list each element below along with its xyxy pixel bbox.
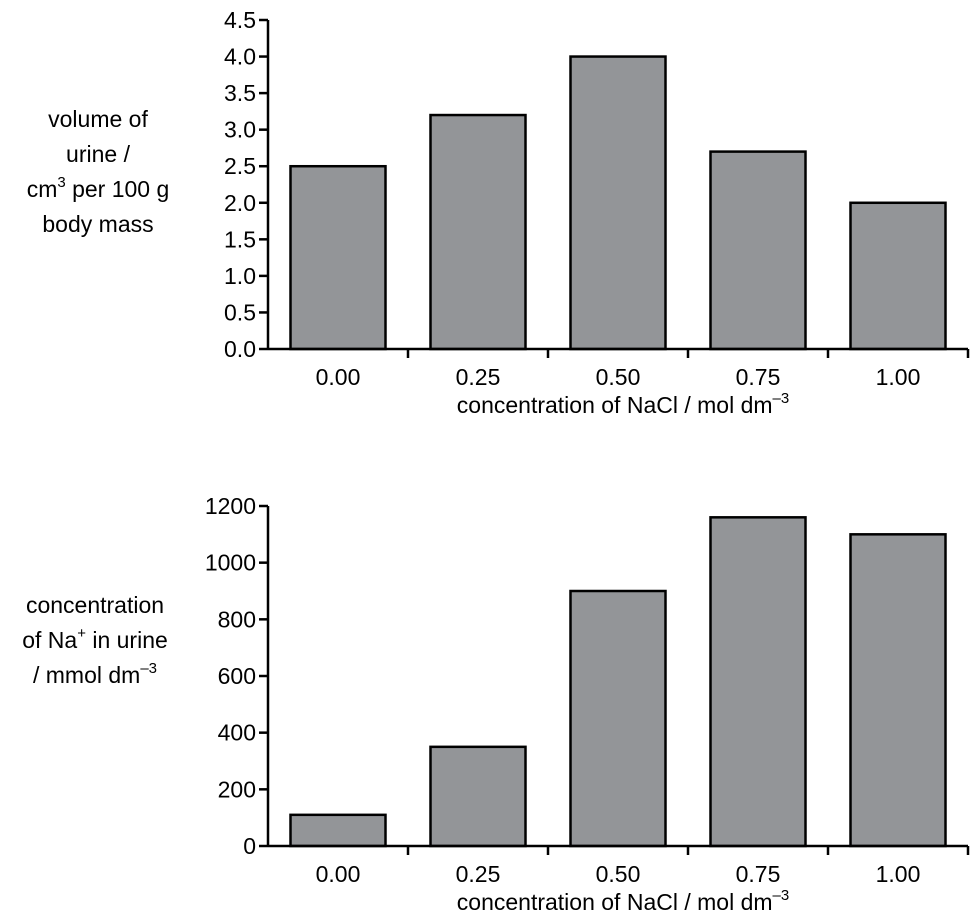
y-tick-label: 0.0 (224, 336, 256, 362)
chart2-x-axis-label: concentration of NaCl / mol dm–3 (457, 887, 789, 915)
y-tick-label: 0.5 (224, 299, 256, 325)
x-tick-label: 0.00 (316, 364, 361, 390)
x-tick-label: 0.25 (456, 364, 501, 390)
chart2-bars (289, 516, 947, 848)
y-tick-label: 400 (218, 720, 256, 746)
x-tick-label: 0.50 (596, 861, 641, 887)
svg-text:volume of: volume of (48, 106, 148, 132)
chart1-y-ticks: 0.0 0.5 1.0 1.5 2.0 2.5 3.0 3.5 4.0 4.5 (224, 7, 268, 362)
y-tick-label: 3.0 (224, 117, 256, 143)
x-tick-label: 0.25 (456, 861, 501, 887)
chart1-x-axis-label: concentration of NaCl / mol dm–3 (457, 390, 789, 418)
bar (289, 164, 387, 351)
x-tick-label: 1.00 (876, 861, 921, 887)
bar (429, 113, 527, 351)
y-tick-label: 4.0 (224, 44, 256, 70)
bar (709, 516, 807, 848)
y-tick-label: 600 (218, 663, 256, 689)
chart1-y-axis-label: volume of urine / cm3 per 100 g body mas… (27, 106, 170, 237)
x-tick-label: 0.00 (316, 861, 361, 887)
chart2-y-ticks: 0 200 400 600 800 1000 1200 (205, 493, 268, 859)
svg-text:body mass: body mass (42, 211, 153, 237)
svg-text:of Na+ in urine: of Na+ in urine (22, 625, 168, 653)
chart-volume-of-urine: 0.00.51.01.52.02.53.03.54.04.5 0.00 0.25 0… (27, 7, 970, 418)
y-tick-label: 800 (218, 606, 256, 632)
bar (289, 813, 387, 848)
bar (849, 201, 947, 351)
svg-text:/ mmol dm–3: / mmol dm–3 (33, 660, 157, 688)
y-tick-label: 3.5 (224, 80, 256, 106)
bar (429, 745, 527, 848)
chart1-bars (289, 55, 947, 351)
x-tick-label: 0.50 (596, 364, 641, 390)
y-tick-label: 0 (243, 833, 256, 859)
y-tick-label: 2.0 (224, 190, 256, 216)
chart2-x-ticks: 0.00 0.25 0.50 0.75 1.00 (316, 846, 970, 887)
x-tick-label: 0.75 (736, 861, 781, 887)
svg-text:cm3 per 100 g: cm3 per 100 g (27, 174, 170, 202)
y-tick-label: 1200 (205, 493, 256, 519)
y-tick-label: 4.5 (224, 7, 256, 33)
bar (569, 589, 667, 848)
svg-text:urine /: urine / (66, 141, 131, 167)
bar (569, 55, 667, 351)
y-tick-label: 200 (218, 776, 256, 802)
bar (849, 533, 947, 848)
chart1-x-ticks: 0.00 0.25 0.50 0.75 1.00 (316, 349, 970, 390)
y-tick-label: 1000 (205, 550, 256, 576)
x-tick-label: 0.75 (736, 364, 781, 390)
y-tick-label: 1.5 (224, 226, 256, 252)
chart1-axes (266, 20, 968, 351)
chart2-y-axis-label: concentration of Na+ in urine / mmol dm–… (22, 592, 168, 688)
y-tick-label: 1.0 (224, 263, 256, 289)
chart-na-concentration: 0 200 400 600 800 1000 1200 0.00 0.25 0.50 0.75 1.… (22, 493, 970, 915)
y-tick-label: 2.5 (224, 153, 256, 179)
x-tick-label: 1.00 (876, 364, 921, 390)
bar (709, 150, 807, 351)
svg-text:concentration: concentration (26, 592, 164, 618)
